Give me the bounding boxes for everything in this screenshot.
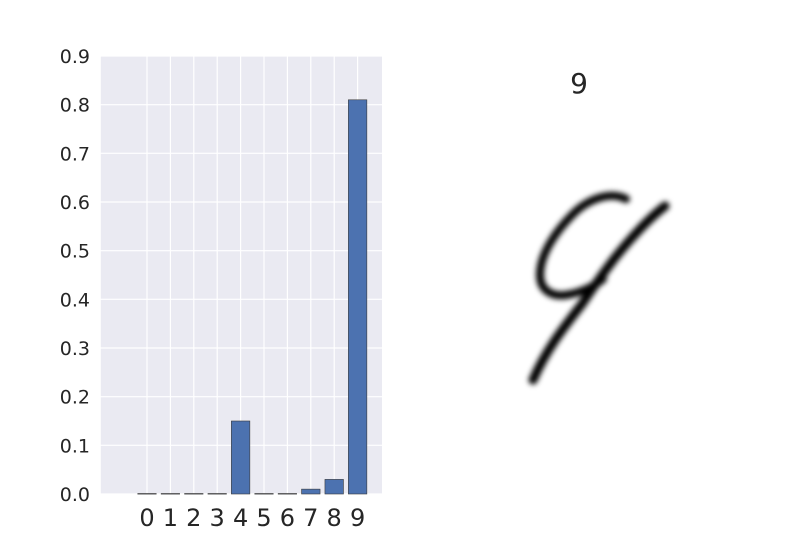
digit-image-panel: 9 xyxy=(528,67,670,385)
x-tick-label: 6 xyxy=(280,504,295,532)
y-tick-label: 0.4 xyxy=(60,289,90,311)
bar-1 xyxy=(160,493,180,495)
digit-tail-stroke xyxy=(528,201,670,385)
x-tick-label: 9 xyxy=(350,504,365,532)
y-tick-label: 0.1 xyxy=(60,435,90,457)
x-tick-label: 1 xyxy=(163,504,178,532)
bar-5 xyxy=(254,493,274,495)
bar-7 xyxy=(301,488,321,495)
bar-9 xyxy=(348,99,368,495)
y-tick-label: 0.8 xyxy=(60,95,90,117)
x-tick-label: 5 xyxy=(256,504,271,532)
y-tick-label: 0.5 xyxy=(60,241,90,263)
x-tick-label: 2 xyxy=(186,504,201,532)
x-tick-label: 3 xyxy=(210,504,225,532)
x-tick-label: 0 xyxy=(139,504,154,532)
y-tick-label: 0.3 xyxy=(60,338,90,360)
bars xyxy=(137,99,368,495)
x-tick-label: 8 xyxy=(327,504,342,532)
y-tick-labels: 0.0 0.1 0.2 0.3 0.4 0.5 0.6 0.7 0.8 0.9 xyxy=(60,46,90,506)
bar-3 xyxy=(207,493,227,495)
bar-4 xyxy=(231,420,251,495)
handwritten-digit-image xyxy=(528,191,670,385)
y-tick-label: 0.7 xyxy=(60,143,90,165)
bar-8 xyxy=(324,479,344,495)
y-tick-label: 0.9 xyxy=(60,46,90,68)
y-tick-label: 0.0 xyxy=(60,484,90,506)
digit-image-title: 9 xyxy=(570,67,588,100)
x-tick-label: 7 xyxy=(303,504,318,532)
bar-0 xyxy=(137,493,157,495)
y-tick-label: 0.2 xyxy=(60,387,90,409)
gridlines xyxy=(99,55,382,495)
y-tick-label: 0.6 xyxy=(60,192,90,214)
x-tick-label: 4 xyxy=(233,504,248,532)
digit-loop-stroke xyxy=(536,191,630,300)
bar-2 xyxy=(184,493,204,495)
bar-6 xyxy=(277,493,297,495)
